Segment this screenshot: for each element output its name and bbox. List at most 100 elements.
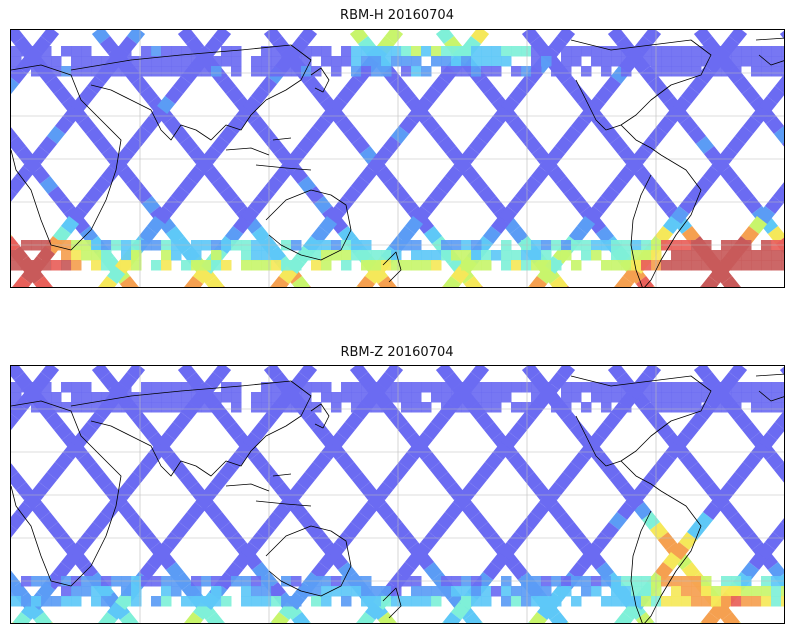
swath-segment xyxy=(765,115,784,135)
swath-segment xyxy=(232,215,252,235)
swath-segment xyxy=(694,511,714,531)
swath-segment xyxy=(549,275,569,287)
band-cell xyxy=(91,66,102,77)
swath-segment xyxy=(382,471,402,491)
swath-segment xyxy=(291,611,311,623)
band-cell xyxy=(551,596,562,607)
swath-segment xyxy=(602,75,622,95)
band-cell xyxy=(81,586,92,597)
swath-segment xyxy=(250,85,270,105)
band-cell xyxy=(191,46,202,57)
swath-segment xyxy=(468,135,488,155)
swath-segment xyxy=(46,461,66,481)
swath-segment xyxy=(584,541,604,561)
band-cell xyxy=(181,382,192,393)
band-cell xyxy=(461,596,472,607)
swath-segment xyxy=(390,125,410,145)
band-cell xyxy=(721,392,732,403)
band-cell xyxy=(761,402,772,413)
swath-segment xyxy=(86,75,106,95)
swath-segment xyxy=(758,95,778,115)
band-cell xyxy=(731,382,742,393)
band-cell xyxy=(421,382,432,393)
swath-segment xyxy=(164,85,184,105)
swath-segment xyxy=(203,501,223,521)
band-cell xyxy=(81,56,92,67)
coastline-path xyxy=(570,39,712,131)
swath-segment xyxy=(740,561,760,581)
band-cell xyxy=(601,56,612,67)
band-cell xyxy=(611,56,622,67)
band-cell xyxy=(701,596,712,607)
swath-map-top xyxy=(11,30,784,287)
swath-segment xyxy=(483,421,503,441)
swath-segment xyxy=(743,195,763,215)
band-cell xyxy=(751,250,762,261)
band-cell xyxy=(131,586,142,597)
swath-segment xyxy=(662,551,682,571)
swath-segment xyxy=(639,401,659,421)
band-cell xyxy=(621,46,632,57)
swath-segment xyxy=(633,165,653,185)
band-cell xyxy=(241,596,252,607)
band-cell xyxy=(601,46,612,57)
band-cell xyxy=(671,392,682,403)
swath-segment xyxy=(609,135,629,155)
band-cell xyxy=(81,46,92,57)
band-cell xyxy=(531,260,542,271)
swath-segment xyxy=(374,481,394,501)
swath-segment xyxy=(359,481,379,501)
swath-segment xyxy=(423,561,443,581)
swath-segment xyxy=(396,225,416,245)
swath-segment xyxy=(601,461,621,481)
swath-segment xyxy=(740,225,760,245)
swath-segment xyxy=(344,411,364,431)
swath-segment xyxy=(633,501,653,521)
swath-segment xyxy=(756,541,776,561)
band-cell xyxy=(721,586,732,597)
coastline-path xyxy=(310,67,330,93)
swath-segment xyxy=(12,611,32,623)
swath-segment xyxy=(31,165,51,185)
swath-segment xyxy=(219,521,239,541)
band-cell xyxy=(691,260,702,271)
swath-segment xyxy=(399,531,419,551)
swath-segment xyxy=(356,275,376,287)
swath-segment xyxy=(141,195,161,215)
band-cell xyxy=(531,56,542,67)
swath-segment xyxy=(125,175,145,195)
band-cell xyxy=(61,586,72,597)
swath-segment xyxy=(592,531,612,551)
swath-segment xyxy=(516,411,536,431)
swath-segment xyxy=(328,95,348,115)
swath-segment xyxy=(420,195,440,215)
band-cell xyxy=(401,392,412,403)
coastline-path xyxy=(225,137,312,171)
band-cell xyxy=(371,66,382,77)
swath-segment xyxy=(288,145,308,165)
swath-segment xyxy=(91,30,111,45)
swath-segment xyxy=(33,611,53,623)
band-cell xyxy=(201,260,212,271)
band-cell xyxy=(71,402,82,413)
swath-segment xyxy=(614,275,634,287)
band-cell xyxy=(91,260,102,271)
band-cell xyxy=(411,596,422,607)
band-cell xyxy=(721,46,732,57)
band-cell xyxy=(121,402,132,413)
band-cell xyxy=(461,392,472,403)
swath-segment xyxy=(662,215,682,235)
band-cell xyxy=(621,66,632,77)
band-cell xyxy=(351,392,362,403)
band-cell xyxy=(691,250,702,261)
band-cell xyxy=(771,250,782,261)
band-cell xyxy=(101,392,112,403)
band-cell xyxy=(411,66,422,77)
swath-segment xyxy=(703,481,723,501)
band-cell xyxy=(31,596,42,607)
band-cell xyxy=(301,46,312,57)
band-cell xyxy=(491,586,502,597)
swath-segment xyxy=(78,421,98,441)
band-cell xyxy=(321,382,332,393)
band-cell xyxy=(471,392,482,403)
